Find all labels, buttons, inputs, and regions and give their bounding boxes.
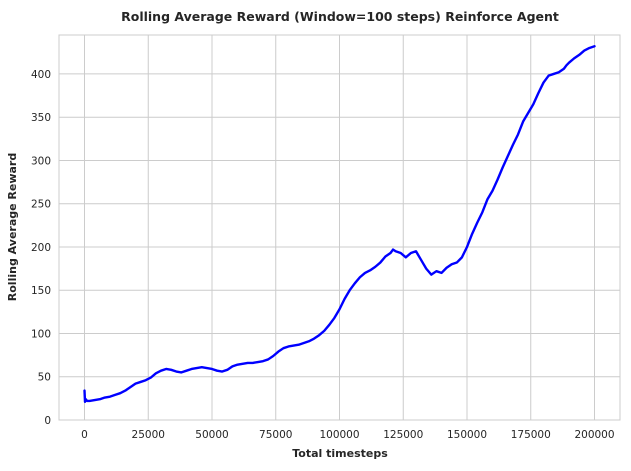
x-axis-label: Total timesteps [292,447,388,460]
y-tick-label: 250 [31,199,51,211]
y-tick-labels: 0 50 100 150 200 250 300 350 400 [31,69,51,427]
x-tick-label: 50000 [195,429,228,441]
chart-title: Rolling Average Reward (Window=100 steps… [121,9,559,24]
reward-series-line [83,45,596,404]
x-tick-label: 125000 [383,429,423,441]
x-tick-label: 75000 [259,429,292,441]
y-tick-label: 50 [38,372,51,384]
x-tick-label: 150000 [447,429,487,441]
y-tick-label: 100 [31,328,51,340]
y-tick-label: 400 [31,69,51,81]
y-tick-label: 200 [31,242,51,254]
y-tick-label: 350 [31,112,51,124]
plot-frame [58,34,621,421]
x-tick-label: 100000 [319,429,359,441]
x-tick-label: 25000 [132,429,165,441]
x-tick-label: 0 [81,429,88,441]
y-tick-label: 0 [44,415,51,427]
y-axis-label: Rolling Average Reward [6,153,19,301]
y-tick-label: 150 [31,285,51,297]
y-tick-label: 300 [31,155,51,167]
x-tick-labels: 0 25000 50000 75000 100000 125000 150000 175000… [81,429,614,441]
x-tick-label: 200000 [574,429,614,441]
series-layer [83,45,596,404]
x-tick-label: 175000 [511,429,551,441]
